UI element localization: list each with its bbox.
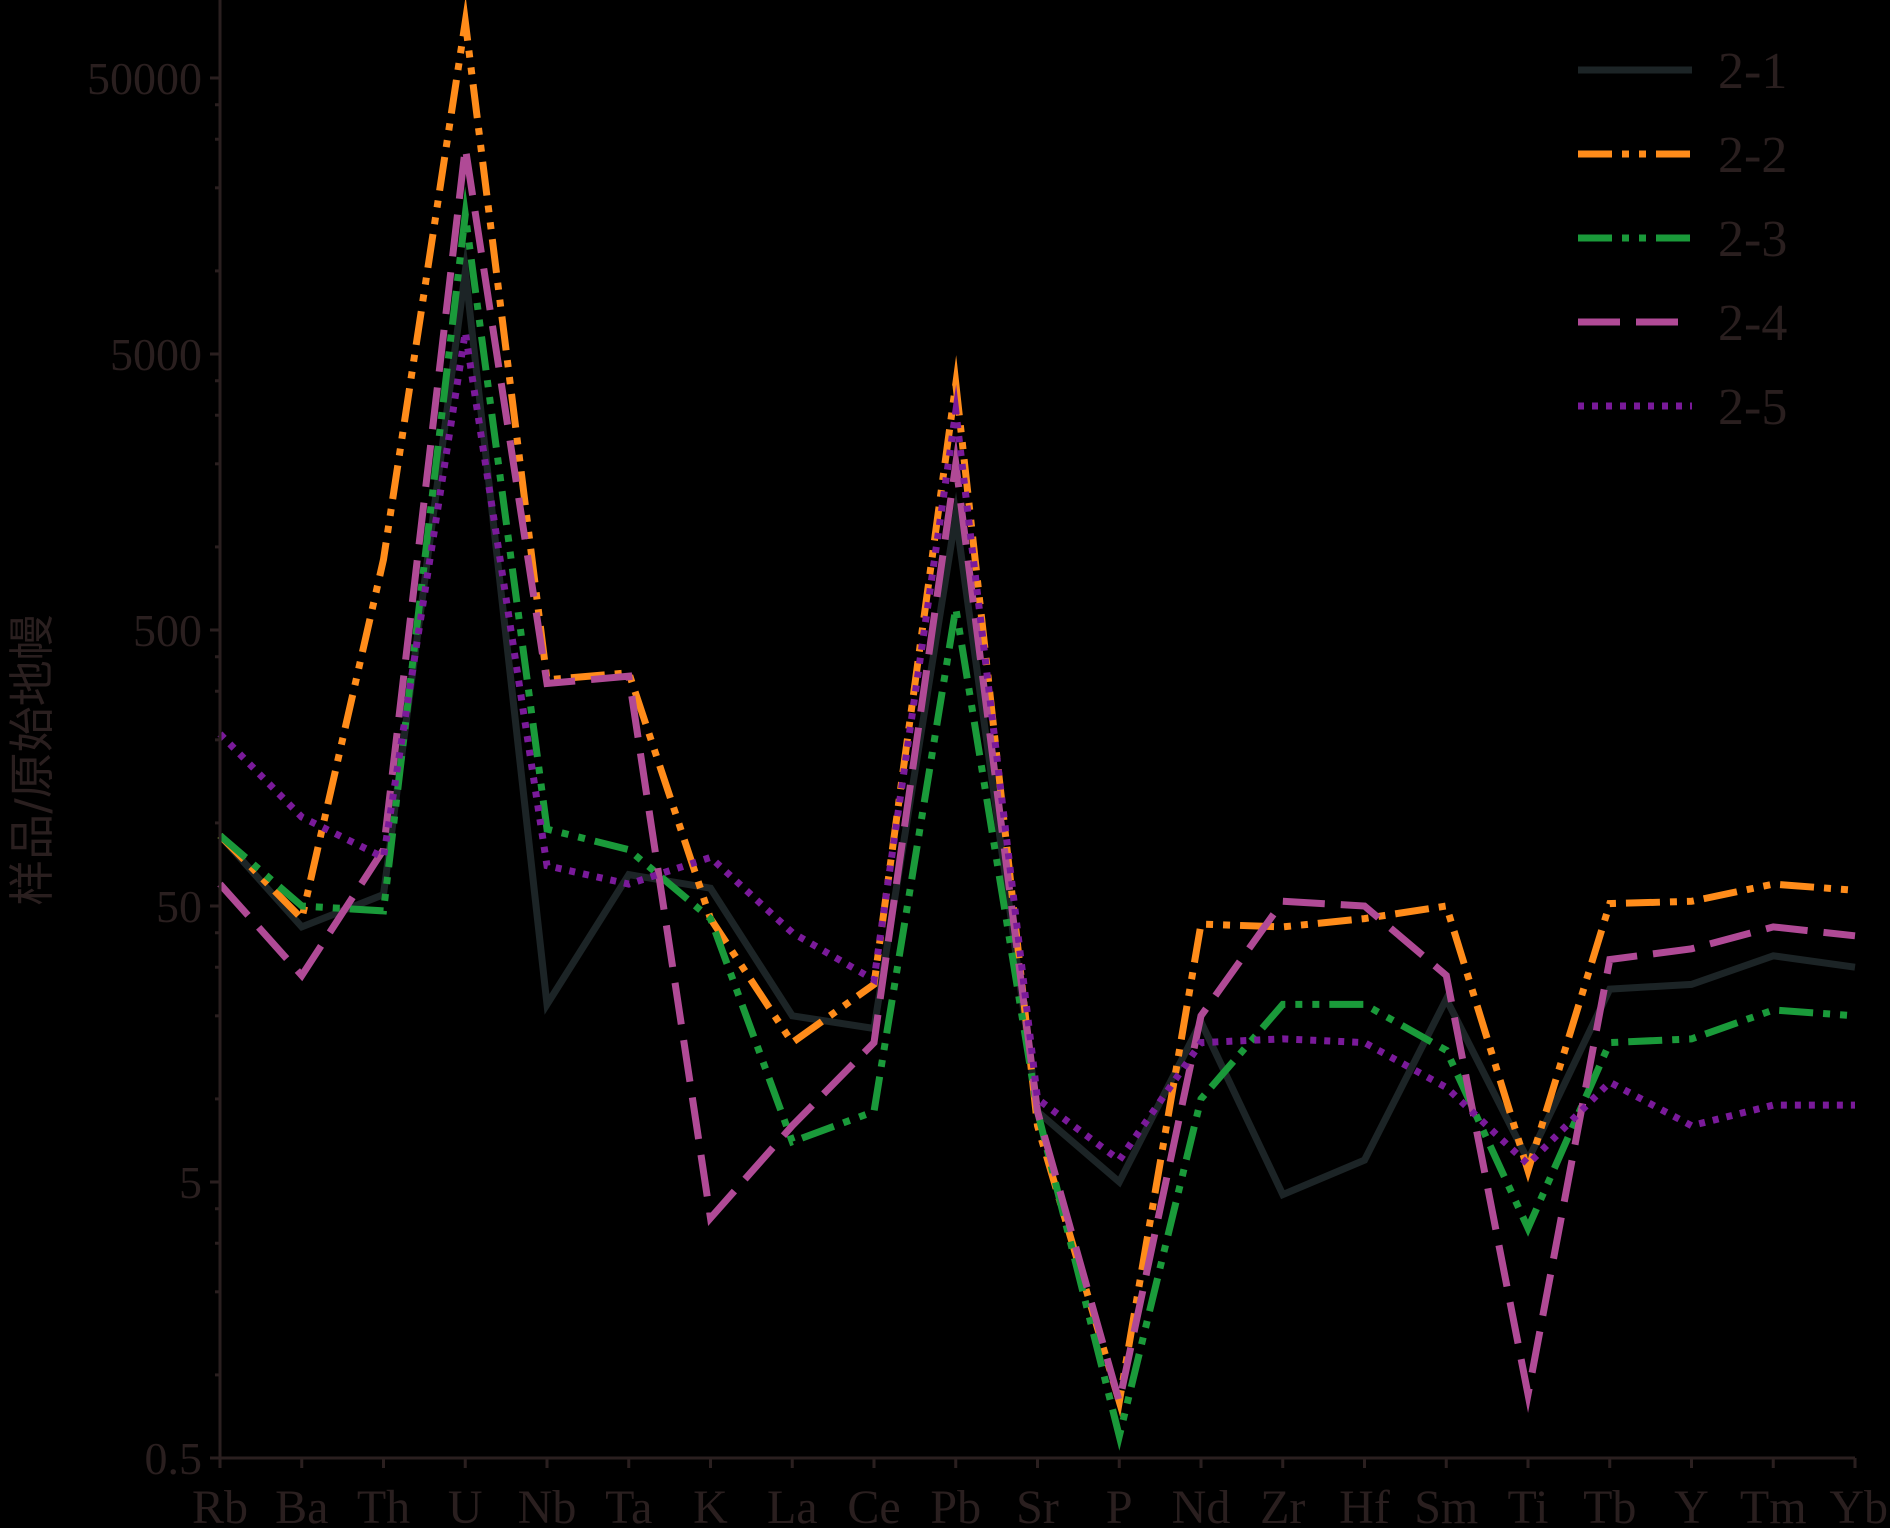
x-tick-label-Rb: Rb — [192, 1481, 248, 1528]
series-line-2-5 — [217, 309, 1855, 1170]
x-tick-label-P: P — [1106, 1481, 1133, 1528]
x-tick-label-Y: Y — [1674, 1481, 1709, 1528]
y-tick-label: 0.5 — [145, 1433, 203, 1484]
x-tick-label-Hf: Hf — [1339, 1481, 1390, 1528]
x-tick-label-Ta: Ta — [605, 1481, 652, 1528]
x-tick-label-Nb: Nb — [518, 1481, 577, 1528]
y-axis-label: 样品/原始地幔 — [5, 614, 59, 906]
x-tick-label-Ti: Ti — [1508, 1481, 1549, 1528]
x-tick-label-Sm: Sm — [1414, 1481, 1478, 1528]
y-tick-label: 50 — [156, 881, 202, 932]
x-tick-label-Zr: Zr — [1260, 1481, 1305, 1528]
x-tick-label-Sr: Sr — [1016, 1481, 1059, 1528]
legend-label-2-2: 2-2 — [1718, 127, 1787, 184]
series-line-2-4 — [217, 121, 1856, 1417]
x-tick-label-Tm: Tm — [1740, 1481, 1807, 1528]
x-tick-label-Tb: Tb — [1583, 1481, 1636, 1528]
x-tick-label-Nd: Nd — [1172, 1481, 1231, 1528]
y-tick-label: 50000 — [87, 53, 202, 104]
y-tick-label: 500 — [133, 605, 202, 656]
x-tick-label-Ba: Ba — [275, 1481, 328, 1528]
x-tick-label-K: K — [693, 1481, 728, 1528]
y-tick-label: 5000 — [110, 329, 202, 380]
x-tick-label-Th: Th — [357, 1481, 410, 1528]
legend-label-2-4: 2-4 — [1718, 295, 1787, 352]
legend-label-2-1: 2-1 — [1718, 43, 1787, 100]
x-tick-label-Yb: Yb — [1829, 1481, 1888, 1528]
x-tick-label-Ce: Ce — [847, 1481, 900, 1528]
series-layer — [217, 0, 1856, 1451]
legend-label-2-5: 2-5 — [1718, 379, 1787, 436]
legend-label-2-3: 2-3 — [1718, 211, 1787, 268]
x-tick-label-Pb: Pb — [930, 1481, 981, 1528]
y-tick-label: 5 — [179, 1157, 202, 1208]
x-tick-label-U: U — [448, 1481, 483, 1528]
x-tick-label-La: La — [767, 1481, 818, 1528]
axes-layer: 0.5 5 50 500 5000 50000 Rb Ba Th U Nb Ta K La Ce Pb Sr P N… — [87, 0, 1888, 1528]
series-line-2-3 — [217, 186, 1856, 1451]
legend: 2-1 2-2 2-3 2-4 2-5 — [1578, 43, 1787, 436]
